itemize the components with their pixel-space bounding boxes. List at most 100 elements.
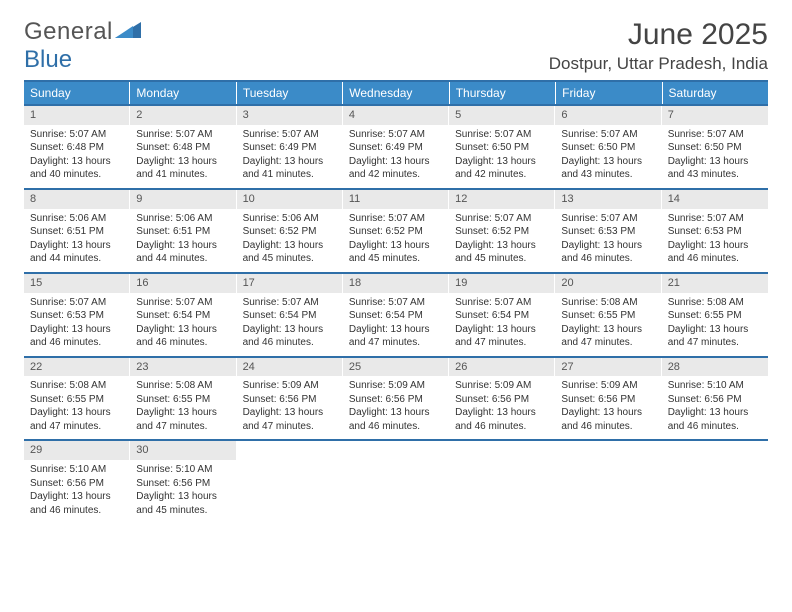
daylight-text: and 47 minutes. xyxy=(243,420,337,434)
daylight-text: and 43 minutes. xyxy=(561,168,655,182)
calendar-cell: 15Sunrise: 5:07 AMSunset: 6:53 PMDayligh… xyxy=(24,274,130,356)
logo-word-2: Blue xyxy=(24,46,72,74)
sunset-text: Sunset: 6:54 PM xyxy=(455,309,549,323)
calendar-cell: 22Sunrise: 5:08 AMSunset: 6:55 PMDayligh… xyxy=(24,358,130,440)
sunrise-text: Sunrise: 5:07 AM xyxy=(243,128,337,142)
day-details: Sunrise: 5:07 AMSunset: 6:54 PMDaylight:… xyxy=(130,293,236,356)
day-number: 23 xyxy=(130,358,236,377)
calendar-cell: 20Sunrise: 5:08 AMSunset: 6:55 PMDayligh… xyxy=(555,274,661,356)
sunset-text: Sunset: 6:48 PM xyxy=(136,141,230,155)
day-details: Sunrise: 5:07 AMSunset: 6:49 PMDaylight:… xyxy=(343,125,449,188)
sunset-text: Sunset: 6:54 PM xyxy=(243,309,337,323)
daylight-text: Daylight: 13 hours xyxy=(349,239,443,253)
day-number: 26 xyxy=(449,358,555,377)
sunset-text: Sunset: 6:56 PM xyxy=(30,477,124,491)
daylight-text: Daylight: 13 hours xyxy=(136,490,230,504)
daylight-text: and 44 minutes. xyxy=(30,252,124,266)
logo-triangle-icon xyxy=(115,20,141,45)
day-details: Sunrise: 5:07 AMSunset: 6:49 PMDaylight:… xyxy=(237,125,343,188)
calendar-cell: 13Sunrise: 5:07 AMSunset: 6:53 PMDayligh… xyxy=(555,190,661,272)
calendar-cell: 6Sunrise: 5:07 AMSunset: 6:50 PMDaylight… xyxy=(555,106,661,188)
sunrise-text: Sunrise: 5:07 AM xyxy=(349,296,443,310)
calendar-week: 1Sunrise: 5:07 AMSunset: 6:48 PMDaylight… xyxy=(24,104,768,188)
day-number xyxy=(343,441,449,460)
day-details: Sunrise: 5:07 AMSunset: 6:48 PMDaylight:… xyxy=(24,125,130,188)
calendar-cell: 19Sunrise: 5:07 AMSunset: 6:54 PMDayligh… xyxy=(449,274,555,356)
daylight-text: and 42 minutes. xyxy=(455,168,549,182)
calendar-cell: 28Sunrise: 5:10 AMSunset: 6:56 PMDayligh… xyxy=(662,358,768,440)
daylight-text: Daylight: 13 hours xyxy=(243,239,337,253)
day-number: 29 xyxy=(24,441,130,460)
calendar-cell: 14Sunrise: 5:07 AMSunset: 6:53 PMDayligh… xyxy=(662,190,768,272)
sunset-text: Sunset: 6:56 PM xyxy=(561,393,655,407)
daylight-text: Daylight: 13 hours xyxy=(243,406,337,420)
calendar-cell: 9Sunrise: 5:06 AMSunset: 6:51 PMDaylight… xyxy=(130,190,236,272)
calendar-cell: 12Sunrise: 5:07 AMSunset: 6:52 PMDayligh… xyxy=(449,190,555,272)
sunset-text: Sunset: 6:52 PM xyxy=(455,225,549,239)
daylight-text: and 46 minutes. xyxy=(136,336,230,350)
day-details: Sunrise: 5:08 AMSunset: 6:55 PMDaylight:… xyxy=(662,293,768,356)
daylight-text: Daylight: 13 hours xyxy=(455,323,549,337)
calendar-week: 8Sunrise: 5:06 AMSunset: 6:51 PMDaylight… xyxy=(24,188,768,272)
sunset-text: Sunset: 6:55 PM xyxy=(668,309,762,323)
sunset-text: Sunset: 6:49 PM xyxy=(243,141,337,155)
sunrise-text: Sunrise: 5:07 AM xyxy=(30,128,124,142)
daylight-text: and 46 minutes. xyxy=(30,504,124,518)
title-block: June 2025 Dostpur, Uttar Pradesh, India xyxy=(549,18,768,74)
sunrise-text: Sunrise: 5:10 AM xyxy=(136,463,230,477)
sunset-text: Sunset: 6:55 PM xyxy=(561,309,655,323)
daylight-text: Daylight: 13 hours xyxy=(561,155,655,169)
sunset-text: Sunset: 6:50 PM xyxy=(561,141,655,155)
day-number: 12 xyxy=(449,190,555,209)
day-details: Sunrise: 5:06 AMSunset: 6:51 PMDaylight:… xyxy=(130,209,236,272)
day-number: 14 xyxy=(662,190,768,209)
sunrise-text: Sunrise: 5:06 AM xyxy=(136,212,230,226)
sunset-text: Sunset: 6:50 PM xyxy=(668,141,762,155)
calendar-cell: 1Sunrise: 5:07 AMSunset: 6:48 PMDaylight… xyxy=(24,106,130,188)
sunrise-text: Sunrise: 5:07 AM xyxy=(30,296,124,310)
sunset-text: Sunset: 6:53 PM xyxy=(30,309,124,323)
day-details: Sunrise: 5:09 AMSunset: 6:56 PMDaylight:… xyxy=(237,376,343,439)
sunrise-text: Sunrise: 5:07 AM xyxy=(136,296,230,310)
day-details: Sunrise: 5:09 AMSunset: 6:56 PMDaylight:… xyxy=(449,376,555,439)
day-number: 10 xyxy=(237,190,343,209)
day-of-week-header: Wednesday xyxy=(343,82,449,104)
calendar-cell: 10Sunrise: 5:06 AMSunset: 6:52 PMDayligh… xyxy=(237,190,343,272)
day-details: Sunrise: 5:10 AMSunset: 6:56 PMDaylight:… xyxy=(130,460,236,523)
calendar-week: 22Sunrise: 5:08 AMSunset: 6:55 PMDayligh… xyxy=(24,356,768,440)
daylight-text: Daylight: 13 hours xyxy=(30,239,124,253)
sunrise-text: Sunrise: 5:07 AM xyxy=(561,128,655,142)
day-details: Sunrise: 5:07 AMSunset: 6:53 PMDaylight:… xyxy=(555,209,661,272)
day-details: Sunrise: 5:09 AMSunset: 6:56 PMDaylight:… xyxy=(555,376,661,439)
day-of-week-header: Monday xyxy=(130,82,236,104)
calendar-cell: 30Sunrise: 5:10 AMSunset: 6:56 PMDayligh… xyxy=(130,441,236,523)
logo-word-1: General xyxy=(24,18,113,46)
day-of-week-header: Friday xyxy=(556,82,662,104)
day-details: Sunrise: 5:10 AMSunset: 6:56 PMDaylight:… xyxy=(662,376,768,439)
calendar-cell: 23Sunrise: 5:08 AMSunset: 6:55 PMDayligh… xyxy=(130,358,236,440)
calendar-cell: 29Sunrise: 5:10 AMSunset: 6:56 PMDayligh… xyxy=(24,441,130,523)
day-number: 7 xyxy=(662,106,768,125)
sunset-text: Sunset: 6:55 PM xyxy=(30,393,124,407)
daylight-text: Daylight: 13 hours xyxy=(30,490,124,504)
daylight-text: Daylight: 13 hours xyxy=(349,406,443,420)
day-number: 28 xyxy=(662,358,768,377)
sunrise-text: Sunrise: 5:08 AM xyxy=(561,296,655,310)
day-details: Sunrise: 5:07 AMSunset: 6:54 PMDaylight:… xyxy=(237,293,343,356)
day-number: 5 xyxy=(449,106,555,125)
sunrise-text: Sunrise: 5:09 AM xyxy=(349,379,443,393)
calendar-cell: 3Sunrise: 5:07 AMSunset: 6:49 PMDaylight… xyxy=(237,106,343,188)
day-number: 3 xyxy=(237,106,343,125)
calendar-cell-empty xyxy=(662,441,768,523)
sunrise-text: Sunrise: 5:08 AM xyxy=(30,379,124,393)
sunset-text: Sunset: 6:49 PM xyxy=(349,141,443,155)
day-number: 24 xyxy=(237,358,343,377)
daylight-text: and 47 minutes. xyxy=(668,336,762,350)
daylight-text: Daylight: 13 hours xyxy=(455,239,549,253)
calendar-week: 29Sunrise: 5:10 AMSunset: 6:56 PMDayligh… xyxy=(24,439,768,523)
sunset-text: Sunset: 6:56 PM xyxy=(136,477,230,491)
day-details: Sunrise: 5:07 AMSunset: 6:50 PMDaylight:… xyxy=(555,125,661,188)
day-number: 27 xyxy=(555,358,661,377)
calendar-cell: 11Sunrise: 5:07 AMSunset: 6:52 PMDayligh… xyxy=(343,190,449,272)
day-number: 20 xyxy=(555,274,661,293)
